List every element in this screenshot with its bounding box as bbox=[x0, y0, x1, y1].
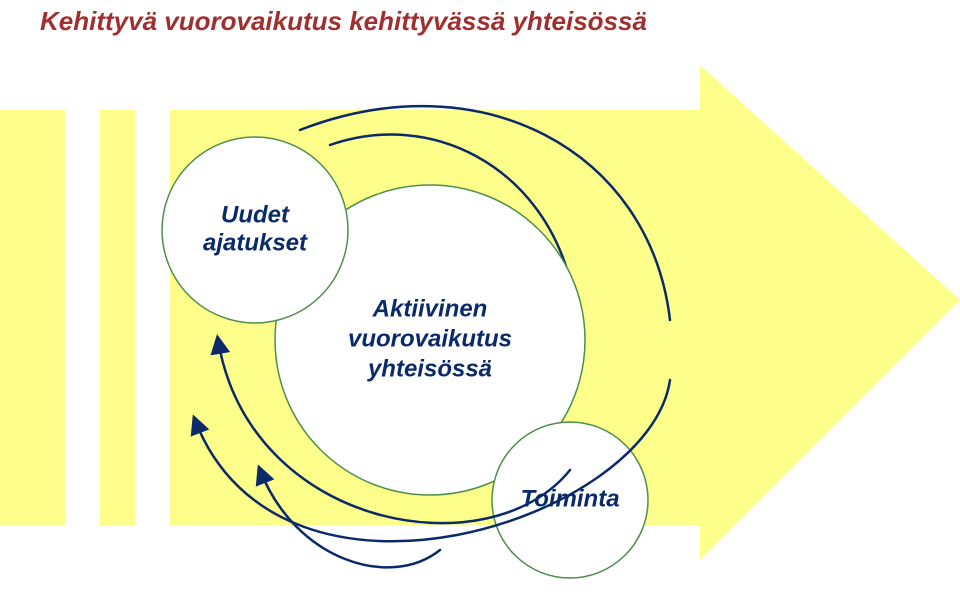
node-label: ajatukset bbox=[203, 229, 308, 256]
diagram-stage: Aktiivinen vuorovaikutus yhteisössä Uudetaj… bbox=[0, 0, 960, 601]
nodes-group: Aktiivinen vuorovaikutus yhteisössä Uudetaj… bbox=[162, 137, 648, 578]
page-title: Kehittyvä vuorovaikutus kehittyvässä yht… bbox=[40, 6, 647, 37]
content-layer: Aktiivinen vuorovaikutus yhteisössä Uudetaj… bbox=[0, 0, 960, 601]
node-toiminta: Toiminta bbox=[492, 422, 648, 578]
node-label: yhteisössä bbox=[367, 355, 492, 382]
node-label: vuorovaikutus bbox=[348, 325, 512, 352]
node-uudet: Uudetajatukset bbox=[162, 137, 348, 323]
node-label: Uudet bbox=[221, 201, 290, 228]
node-label: Aktiivinen bbox=[372, 295, 488, 322]
